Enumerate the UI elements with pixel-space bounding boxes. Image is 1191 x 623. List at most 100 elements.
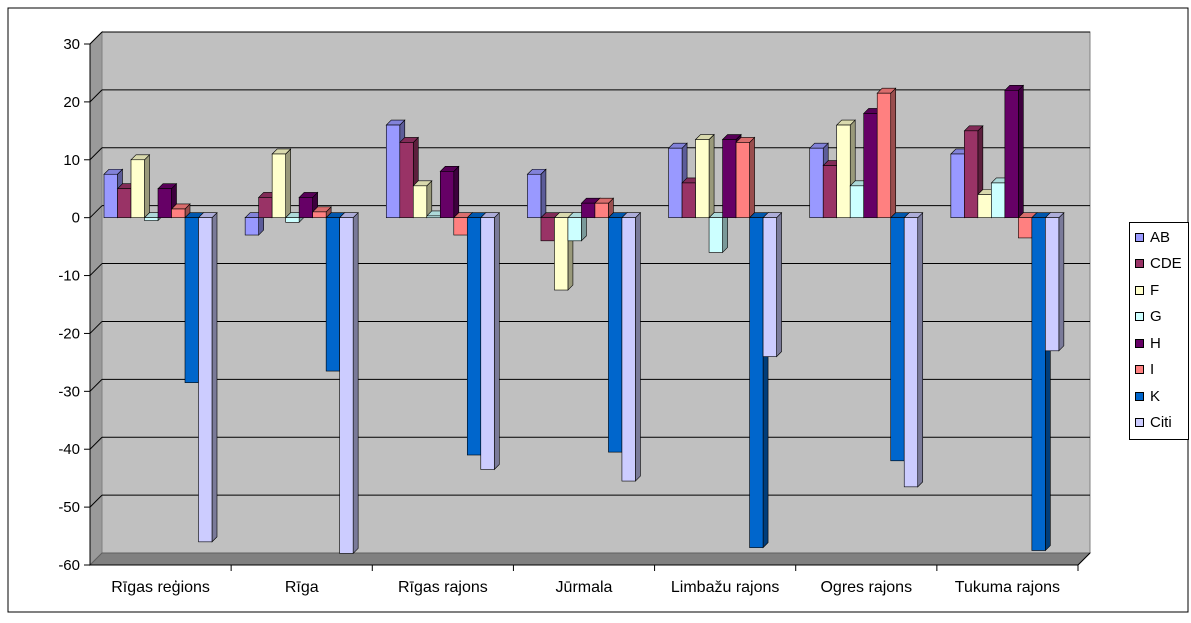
plot-side-wall	[89, 30, 103, 567]
legend-swatch	[1135, 391, 1144, 401]
gridline-side	[89, 436, 103, 450]
bar-front	[695, 139, 710, 218]
bar-front	[1045, 217, 1060, 352]
legend-swatch	[1135, 259, 1144, 268]
bar-front	[1018, 217, 1033, 239]
legend-item: K	[1135, 386, 1160, 406]
bar-front	[385, 124, 401, 218]
bar-front	[1004, 90, 1019, 218]
legend-item: Citi	[1135, 413, 1172, 433]
legend-label: AB	[1150, 228, 1171, 246]
bar-side	[285, 148, 291, 219]
legend-label: F	[1150, 281, 1160, 299]
legend-swatch	[1135, 232, 1144, 242]
bar	[412, 180, 433, 219]
bar	[735, 136, 756, 219]
y-tick-label: -30	[58, 383, 80, 400]
bar-front	[836, 124, 851, 218]
bar-side	[708, 133, 715, 219]
x-tick-label: Rīgas reģions	[111, 578, 210, 596]
bar-front	[621, 217, 636, 482]
bar-front	[198, 217, 213, 543]
y-tick-label: -10	[58, 268, 80, 285]
x-tick-label: Rīgas rajons	[398, 579, 488, 596]
bar	[271, 148, 292, 219]
bar	[338, 211, 359, 555]
bar-front	[157, 188, 172, 218]
bar-front	[890, 217, 905, 462]
bar-front	[117, 188, 132, 218]
bar-front	[950, 153, 965, 218]
bar-front	[964, 130, 979, 218]
y-tick-label: 10	[63, 152, 80, 169]
x-tick-label: Jūrmala	[556, 579, 613, 596]
legend-item: CDE	[1135, 254, 1182, 274]
bar	[594, 197, 615, 219]
y-tick-label: 30	[63, 36, 80, 53]
bar-front	[258, 197, 273, 218]
bar-front	[594, 202, 609, 218]
y-tick-label: 0	[72, 210, 80, 227]
gridline-side	[89, 89, 103, 103]
bar-side	[722, 211, 728, 254]
bar-front	[527, 173, 542, 218]
x-tick-label: Rīga	[285, 579, 319, 596]
bar-front	[271, 153, 286, 218]
y-tick-label: -50	[58, 499, 80, 516]
legend: AB CDE F G H I K Citi	[1129, 222, 1189, 440]
y-tick-label: -20	[58, 325, 80, 342]
bar	[621, 211, 642, 482]
bar-front	[171, 208, 186, 218]
bar-front	[399, 142, 414, 218]
bar-front	[581, 202, 596, 218]
x-axis-depth	[1077, 552, 1091, 566]
legend-item: G	[1135, 307, 1162, 327]
bar	[170, 203, 191, 219]
gridline-side	[89, 263, 103, 276]
bar-front	[244, 217, 259, 236]
bar-front	[298, 197, 313, 218]
bar-side	[540, 168, 547, 219]
legend-swatch	[1135, 418, 1144, 427]
gridline-side	[89, 321, 103, 334]
bar-front	[735, 142, 750, 218]
bar-front	[480, 217, 495, 470]
bar	[130, 154, 151, 219]
legend-label: Citi	[1150, 414, 1172, 431]
legend-item: AB	[1135, 227, 1170, 247]
bar-front	[762, 217, 777, 357]
y-tick-label: -40	[58, 441, 80, 458]
legend-label: I	[1150, 361, 1155, 378]
legend-label: G	[1150, 308, 1162, 325]
bar-side	[917, 211, 924, 488]
y-tick-label: 20	[63, 94, 80, 111]
legend-swatch	[1135, 285, 1144, 295]
gridline-side	[89, 205, 103, 219]
bar-front	[681, 182, 696, 218]
bar-front	[668, 147, 683, 218]
x-tick-label: Ogres rajons	[820, 579, 912, 596]
bar-side	[352, 211, 359, 555]
bar-front	[426, 215, 441, 218]
bar-front	[1031, 217, 1046, 551]
bar-front	[822, 165, 838, 218]
gridline-side	[89, 378, 103, 392]
bar-front	[466, 217, 482, 456]
bar-front	[863, 113, 878, 218]
bar-side	[776, 211, 782, 358]
bar-front	[130, 159, 145, 218]
bar-side	[1018, 84, 1024, 219]
bar-front	[540, 217, 555, 242]
bar-side	[890, 87, 897, 219]
bar-front	[184, 217, 199, 383]
legend-label: CDE	[1150, 255, 1182, 272]
bar	[480, 211, 501, 471]
bar	[903, 211, 924, 488]
bar	[1004, 84, 1025, 219]
bar-front	[144, 217, 159, 221]
bar-front	[809, 147, 824, 218]
bar-front	[285, 217, 300, 223]
bar-front	[722, 139, 737, 218]
bar-front	[325, 217, 340, 372]
